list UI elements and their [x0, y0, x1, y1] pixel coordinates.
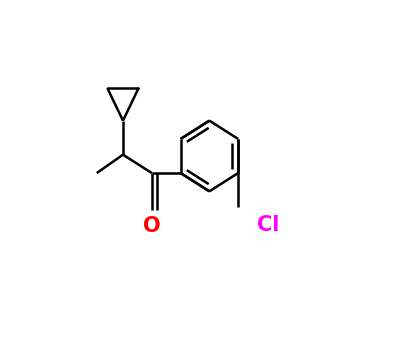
Text: Cl: Cl	[256, 215, 278, 235]
Text: O: O	[143, 216, 160, 236]
